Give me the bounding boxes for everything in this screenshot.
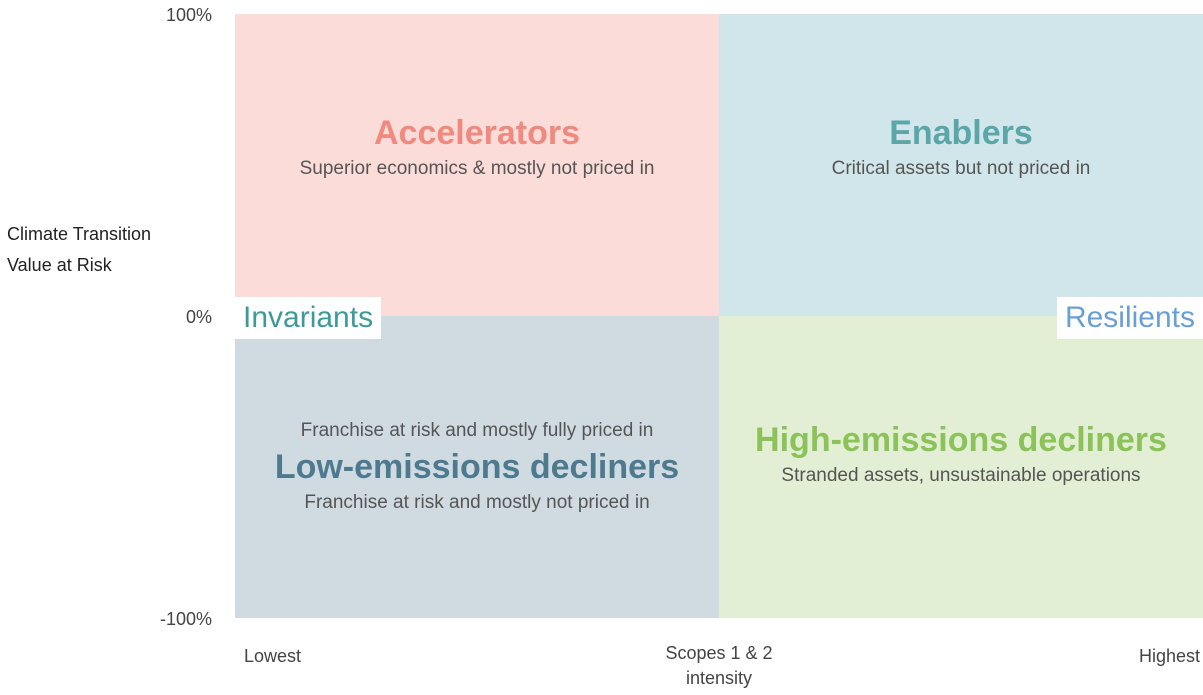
quadrant-subtitle: Stranded assets, unsustainable operation… (781, 465, 1141, 486)
quadrant-title: Enablers (889, 114, 1033, 152)
x-label: Lowest (244, 646, 302, 666)
corner-label: Invariants (235, 297, 382, 339)
y-tick: 100% (165, 5, 212, 25)
x-label-line: intensity (685, 668, 753, 688)
quadrant-subtitle: Superior economics & mostly not priced i… (299, 158, 655, 179)
quadrant: Franchise at risk and mostly fully price… (235, 316, 719, 618)
y-label-line: Value at Risk (7, 255, 112, 275)
quadrant: Enablers Critical assets but not priced … (719, 14, 1203, 316)
y-tick: -100% (159, 609, 212, 629)
y-tick: 0% (185, 307, 212, 327)
quadrant-title: Accelerators (373, 114, 580, 152)
quadrant-title: High-emissions decliners (755, 421, 1167, 459)
x-label: Highest (1138, 646, 1200, 666)
y-label-line: Climate Transition (7, 224, 152, 244)
quadrant: Accelerators Superior economics & mostly… (235, 14, 719, 316)
quadrant-title: Low-emissions decliners (274, 448, 680, 486)
x-label: Scopes 1 & 2 intensity (619, 641, 819, 691)
x-label-line: Scopes 1 & 2 (665, 643, 773, 663)
quadrant-note: Franchise at risk and mostly fully price… (300, 420, 654, 441)
y-axis-label: Climate Transition Value at Risk (7, 219, 151, 281)
quadrant: High-emissions decliners Stranded assets… (719, 316, 1203, 618)
corner-label: Resilients (1056, 297, 1203, 339)
quadrant-subtitle: Franchise at risk and mostly not priced … (304, 492, 650, 513)
quadrant-subtitle: Critical assets but not priced in (831, 158, 1091, 179)
